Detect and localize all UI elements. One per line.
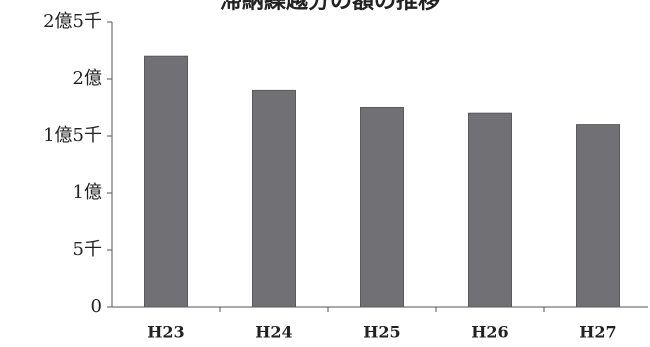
- y-tick-label: 2億5千: [43, 11, 102, 32]
- x-tick-label: H26: [471, 323, 508, 342]
- bar: [468, 112, 512, 308]
- x-tick-label: H24: [255, 323, 292, 342]
- chart-title: 滞納繰越分の額の推移: [220, 0, 440, 14]
- y-tick-label: 1億5千: [43, 125, 102, 146]
- y-tick-label: 2億: [73, 68, 102, 89]
- x-tick-label: H25: [363, 323, 400, 342]
- y-tick-label: 0: [91, 296, 102, 317]
- bar: [360, 107, 404, 308]
- x-tick-label: H27: [579, 323, 616, 342]
- bar: [144, 55, 188, 308]
- bar: [576, 124, 620, 308]
- x-tick-label: H23: [147, 323, 184, 342]
- y-tick-label: 1億: [73, 182, 102, 203]
- y-tick-label: 5千: [73, 239, 102, 260]
- bar: [252, 89, 296, 308]
